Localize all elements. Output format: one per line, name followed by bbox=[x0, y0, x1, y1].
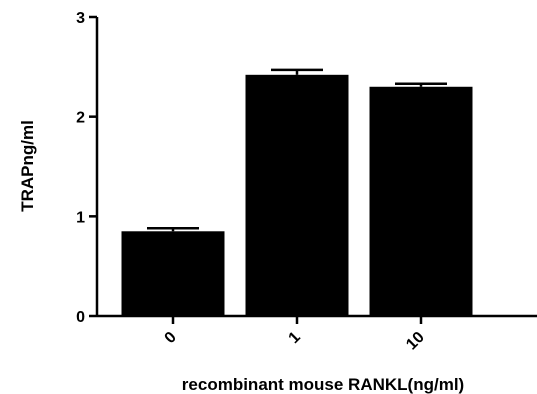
y-ticks: 0 1 2 3 bbox=[76, 10, 97, 326]
bar bbox=[121, 231, 225, 316]
x-tick-label: 1 bbox=[286, 329, 304, 347]
error-bars bbox=[147, 68, 447, 232]
y-axis-title: TRAPng/ml bbox=[18, 120, 37, 212]
x-tick-label: 10 bbox=[403, 329, 428, 354]
bar bbox=[245, 74, 349, 316]
x-tick-label: 0 bbox=[162, 329, 180, 347]
y-tick-label: 0 bbox=[76, 309, 85, 326]
bars bbox=[121, 74, 473, 317]
y-tick-label: 3 bbox=[76, 10, 85, 27]
y-tick-label: 2 bbox=[76, 110, 85, 127]
x-ticks: 0 1 10 bbox=[162, 316, 428, 353]
bar bbox=[369, 86, 473, 317]
y-tick-label: 1 bbox=[76, 209, 85, 226]
x-axis-title: recombinant mouse RANKL(ng/ml) bbox=[182, 375, 464, 394]
